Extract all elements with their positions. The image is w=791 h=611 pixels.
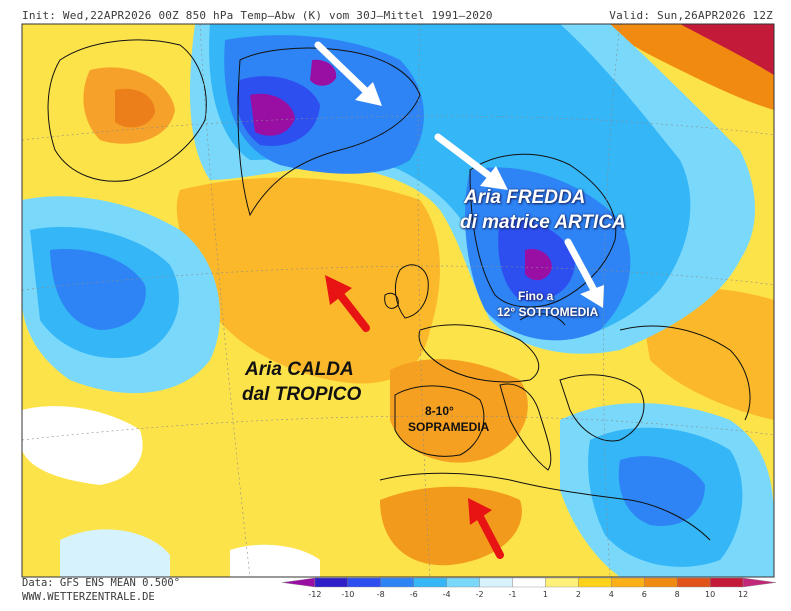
warm-anomaly-atlantic <box>176 177 441 384</box>
colorbar-swatch <box>545 577 579 588</box>
colorbar-tick-label: 6 <box>642 590 647 599</box>
colorbar-swatch <box>644 577 678 588</box>
warm-air-label-line2: dal TROPICO <box>242 384 362 405</box>
colorbar-swatch <box>413 577 447 588</box>
warm-air-label-line1: Aria CALDA <box>245 359 354 380</box>
colorbar-swatch <box>709 577 744 588</box>
cold-anomaly-scandinavia-peak <box>525 248 552 281</box>
cold-anomaly-east-med-core <box>618 456 705 526</box>
colorbar-tick-label: 2 <box>576 590 581 599</box>
cold-anomaly-greenland-peak2 <box>310 59 337 86</box>
warm-anomaly-detail-line1: 8-10° <box>425 404 454 418</box>
cold-air-label-line2: di matrice ARTICA <box>460 212 626 233</box>
arrows <box>314 41 604 559</box>
colorbar: -12 -10 -8 -6 -4 -2 -1 1 2 4 6 8 10 12 <box>281 577 777 599</box>
colorbar-tick-label: -6 <box>410 590 418 599</box>
colorbar-tick-label: 10 <box>705 590 715 599</box>
warm-anomaly-detail-line2: SOPRAMEDIA <box>408 420 490 434</box>
warm-anomaly-northafrica <box>380 486 522 566</box>
footer-data-source: Data: GFS ENS MEAN 0.500° <box>22 577 181 589</box>
cold-anomaly-detail-line2: 12° SOTTOMEDIA <box>497 305 599 319</box>
colorbar-swatch <box>347 577 382 588</box>
colorbar-swatch <box>742 577 777 588</box>
white-patch-canary <box>230 544 320 577</box>
header-valid-info: Valid: Sun,26APR2026 12Z <box>609 9 773 22</box>
colorbar-swatch <box>314 577 349 588</box>
warm-arrow-atlantic <box>325 275 370 332</box>
graticule <box>21 23 775 578</box>
colorbar-tick-label: -4 <box>443 590 451 599</box>
colorbar-swatch <box>380 577 414 588</box>
colorbar-tick-label: -1 <box>509 590 517 599</box>
colorbar-tick-label: -8 <box>377 590 385 599</box>
white-patch-west <box>22 406 143 485</box>
footer-website: WWW.WETTERZENTRALE.DE <box>22 591 155 603</box>
colorbar-tick-label: -12 <box>308 590 321 599</box>
colorbar-tick-label: 12 <box>738 590 748 599</box>
white-patch-southwest <box>60 529 170 577</box>
colorbar-tick-label: 4 <box>609 590 614 599</box>
colorbar-tick-label: -10 <box>341 590 354 599</box>
colorbar-tick-label: 8 <box>675 590 680 599</box>
colorbar-tick-label: -2 <box>476 590 484 599</box>
cold-anomaly-greenland-peak <box>250 93 295 136</box>
cold-air-label-line1: Aria FREDDA <box>464 187 586 208</box>
warm-arrow-northafrica <box>468 498 504 559</box>
colorbar-swatch <box>446 577 480 588</box>
colorbar-swatch <box>512 577 546 588</box>
coastlines <box>47 39 751 541</box>
cold-arrow-norway <box>434 133 508 190</box>
warm-anomaly-russia-core <box>680 24 774 75</box>
colorbar-swatch <box>479 577 513 588</box>
colorbar-swatch <box>677 577 711 588</box>
cold-arrow-greenland <box>314 41 382 106</box>
cold-anomaly-detail-line1: Fino a <box>518 289 554 303</box>
warm-anomaly-iberia <box>390 359 528 463</box>
header-init-info: Init: Wed,22APR2026 00Z 850 hPa Temp–Abw… <box>22 9 493 22</box>
colorbar-swatch <box>578 577 612 588</box>
cold-anomaly-atlantic-west-core <box>50 249 146 330</box>
colorbar-tick-label: 1 <box>543 590 548 599</box>
warm-anomaly-canada-core <box>115 88 155 128</box>
colorbar-swatch <box>611 577 645 588</box>
cold-arrow-russia <box>564 238 604 308</box>
